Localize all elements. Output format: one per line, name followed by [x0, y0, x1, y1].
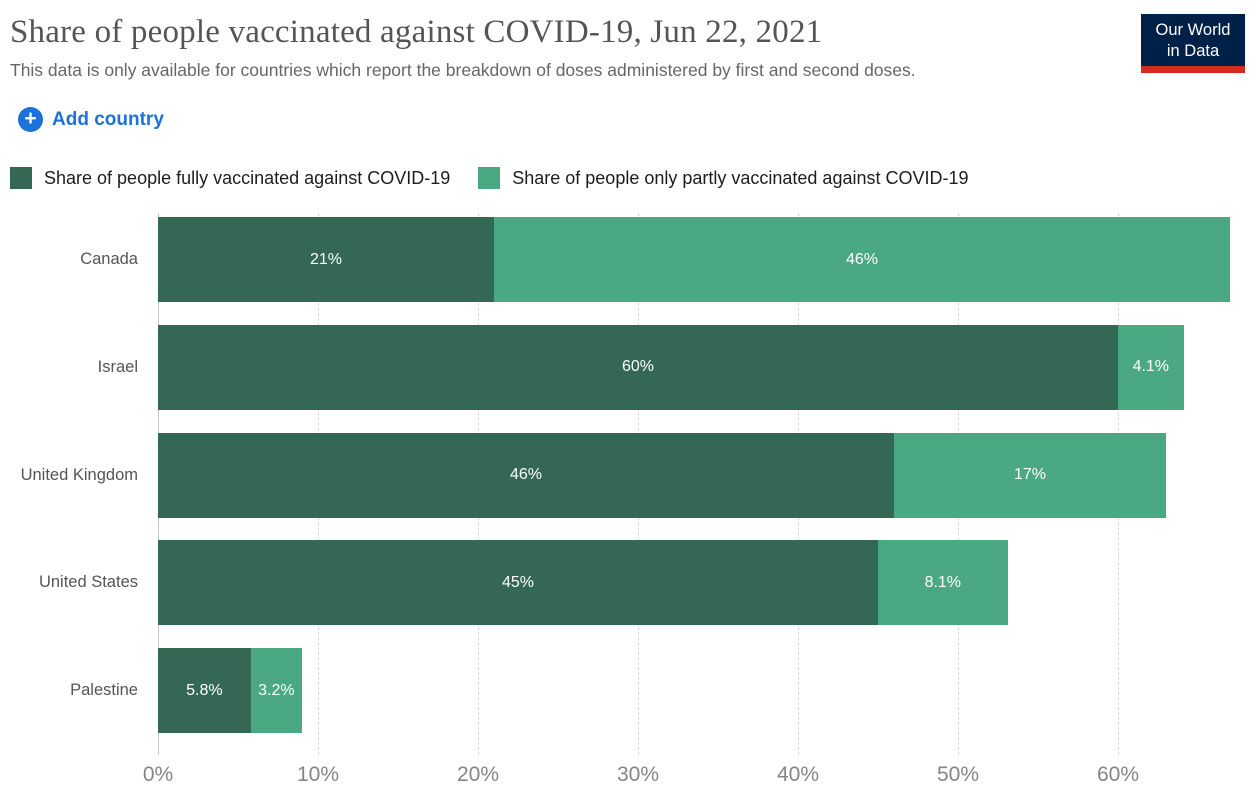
legend-label: Share of people only partly vaccinated a… — [512, 167, 969, 188]
chart-plot: 0% 10% 20% 30% 40% 50% 60% Canada 21% 46% Israel 60… — [0, 213, 1252, 802]
bar-israel-partly[interactable]: 4.1% — [1118, 324, 1184, 410]
bar-value-label: 3.2% — [258, 681, 295, 699]
add-country-button[interactable]: + Add country — [18, 107, 164, 132]
category-label-united-states[interactable]: United States — [38, 573, 138, 592]
legend-item-fully: Share of people fully vaccinated against… — [10, 167, 450, 189]
x-tick-label-60: 60% — [1096, 763, 1140, 786]
bar-palestine-fully[interactable]: 5.8% — [158, 648, 251, 734]
x-tick-label-0: 0% — [142, 763, 174, 786]
bar-value-label: 46% — [845, 250, 879, 268]
bar-united-kingdom-partly[interactable]: 17% — [894, 432, 1166, 518]
bar-value-label: 17% — [1013, 466, 1047, 484]
bar-value-label: 45% — [501, 573, 535, 591]
bar-value-label: 4.1% — [1132, 358, 1170, 376]
bar-value-label: 5.8% — [186, 681, 223, 699]
bar-canada-fully[interactable]: 21% — [158, 217, 494, 302]
x-tick-label-10: 10% — [296, 763, 340, 786]
legend-swatch-icon — [478, 167, 501, 189]
owid-logo-line1: Our World — [1155, 21, 1231, 39]
legend-item-partly: Share of people only partly vaccinated a… — [478, 167, 969, 189]
bar-united-states-partly[interactable]: 8.1% — [878, 540, 1008, 626]
plus-icon: + — [18, 107, 43, 132]
category-label-united-kingdom[interactable]: United Kingdom — [20, 465, 138, 484]
bar-canada-partly[interactable]: 46% — [494, 217, 1230, 302]
legend-swatch-icon — [10, 167, 32, 189]
bar-value-label: 46% — [509, 466, 543, 484]
x-tick-label-50: 50% — [936, 763, 980, 786]
page-title: Share of people vaccinated against COVID… — [10, 14, 823, 50]
chart-legend: Share of people fully vaccinated against… — [10, 167, 969, 189]
owid-logo[interactable]: Our World in Data — [1141, 14, 1245, 73]
category-label-israel[interactable]: Israel — [97, 357, 138, 376]
bar-united-states-fully[interactable]: 45% — [158, 540, 878, 626]
bar-israel-fully[interactable]: 60% — [158, 324, 1118, 410]
x-tick-label-40: 40% — [776, 763, 820, 786]
add-country-label: Add country — [52, 108, 164, 130]
x-tick-label-30: 30% — [616, 763, 660, 786]
owid-logo-line2: in Data — [1166, 42, 1220, 60]
legend-label: Share of people fully vaccinated against… — [44, 167, 451, 188]
category-label-palestine[interactable]: Palestine — [70, 681, 138, 700]
bar-united-kingdom-fully[interactable]: 46% — [158, 432, 894, 518]
bar-value-label: 8.1% — [924, 573, 962, 591]
page-subtitle: This data is only available for countrie… — [10, 60, 916, 80]
bar-value-label: 60% — [621, 358, 655, 376]
bar-value-label: 21% — [309, 250, 343, 268]
bar-palestine-partly[interactable]: 3.2% — [250, 648, 302, 734]
x-tick-label-20: 20% — [456, 763, 500, 786]
category-label-canada[interactable]: Canada — [80, 250, 138, 268]
